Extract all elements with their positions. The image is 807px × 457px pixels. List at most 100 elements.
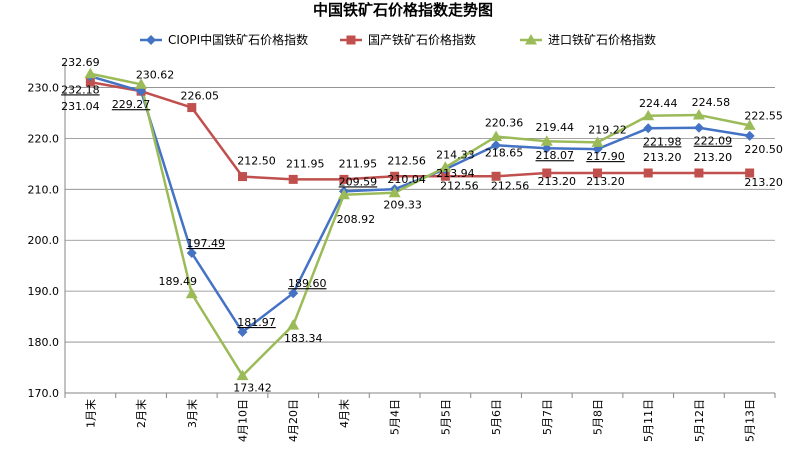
- series-1-point: [693, 122, 704, 133]
- legend: CIOPI中国铁矿石价格指数 国产铁矿石价格指数 进口铁矿石价格指数: [140, 32, 656, 47]
- series-3-point: [135, 78, 148, 89]
- x-tick-label: 5月5日: [439, 399, 452, 435]
- series-1-point: [288, 288, 299, 299]
- series-3-data-label: 224.58: [692, 96, 731, 109]
- series-2-data-label: 212.56: [491, 179, 530, 192]
- series-3-point: [490, 130, 503, 142]
- series-1-data-label: 229.27: [112, 98, 151, 111]
- series-2-data-label: 226.05: [181, 90, 220, 103]
- series-2-point: [187, 103, 197, 113]
- series-1-data-label: 210.04: [387, 173, 426, 186]
- series-2-data-label: 213.20: [744, 176, 783, 189]
- x-tick-label: 4月20日: [287, 399, 300, 442]
- series-2-point: [694, 168, 704, 178]
- series-3-data-label: 232.69: [61, 56, 100, 69]
- series-1-data-label: 221.98: [643, 135, 682, 148]
- series-2-data-label: 212.56: [387, 154, 426, 167]
- series-3-data-label: 224.44: [639, 97, 678, 110]
- series-2-data-label: 213.20: [694, 151, 733, 164]
- series-2-point: [745, 168, 755, 178]
- series-3-data-label: 214.33: [436, 148, 475, 161]
- series-3-point: [692, 109, 705, 120]
- legend-marker-3: [525, 34, 537, 45]
- x-tick-label: 5月12日: [693, 399, 706, 442]
- series-1-point: [643, 123, 654, 134]
- series-3-point: [84, 67, 97, 79]
- series-3-point: [743, 119, 756, 130]
- series-3-point: [236, 369, 249, 381]
- series-1-data-label: 181.97: [237, 316, 276, 329]
- series-3-point: [185, 287, 198, 299]
- legend-label-3: 进口铁矿石价格指数: [548, 32, 656, 47]
- series-1-data-label: 222.09: [694, 135, 733, 148]
- x-tick-label: 5月4日: [389, 399, 402, 435]
- series-3-point: [287, 319, 300, 330]
- series-2-data-label: 212.56: [440, 179, 479, 192]
- y-tick-label: 170.0: [28, 387, 60, 400]
- series-1-data-label: 189.60: [288, 277, 327, 290]
- y-tick-label: 220.0: [28, 132, 60, 145]
- x-tick-label: 5月11日: [642, 399, 655, 442]
- y-tick-label: 190.0: [28, 285, 60, 298]
- series-1-data-label: 232.18: [61, 83, 100, 96]
- series-2-data-label: 212.50: [237, 155, 276, 168]
- y-tick-label: 180.0: [28, 336, 60, 349]
- y-tick-label: 230.0: [28, 81, 60, 94]
- series-3-data-label: 209.33: [383, 199, 422, 212]
- series-2-point: [288, 174, 298, 184]
- series-1-data-label: 197.49: [187, 237, 226, 250]
- legend-marker-1: [146, 35, 156, 45]
- x-tick-label: 5月8日: [592, 399, 605, 435]
- legend-label-1: CIOPI中国铁矿石价格指数: [168, 32, 308, 47]
- series-3-data-label: 222.55: [744, 109, 783, 122]
- series-3-data-label: 183.34: [284, 332, 323, 345]
- x-tick-label: 5月7日: [541, 399, 554, 435]
- series-line-3: [90, 72, 750, 377]
- series-1-point: [491, 140, 502, 151]
- x-tick-label: 5月6日: [490, 399, 503, 435]
- series-1-data-label: 218.65: [485, 146, 524, 159]
- chart-title: 中国铁矿石价格指数走势图: [313, 1, 493, 19]
- series-2-point: [238, 172, 247, 182]
- series-2-data-label: 213.20: [538, 175, 577, 188]
- x-tick-label: 1月末: [83, 399, 97, 428]
- x-tick-label: 3月末: [185, 399, 199, 428]
- series-2-point: [440, 171, 450, 181]
- y-tick-label: 210.0: [28, 183, 60, 196]
- series-1-data-label: 218.07: [536, 149, 575, 162]
- x-tick-label: 4月10日: [237, 399, 250, 442]
- series-1-data-label: 209.59: [339, 175, 378, 188]
- series-3-data-label: 219.44: [536, 121, 575, 134]
- series-3-data-label: 230.62: [136, 68, 175, 81]
- series-2-point: [643, 168, 653, 178]
- series-1-point: [186, 248, 197, 259]
- series-1-point: [237, 327, 248, 338]
- series-1-point: [744, 130, 755, 141]
- series-2-point: [85, 77, 95, 87]
- x-tick-label: 2月末: [134, 399, 148, 428]
- legend-label-2: 国产铁矿石价格指数: [368, 32, 476, 47]
- series-1-data-label: 220.50: [744, 143, 783, 156]
- series-3-point: [540, 135, 553, 146]
- series-line-2: [90, 80, 750, 181]
- series-3-data-label: 208.92: [337, 213, 376, 226]
- plot-area: 170.0 180.0 190.0 200.0 210.0 220.0 230.0 1月末 2月…: [28, 56, 783, 442]
- series-3-point: [388, 186, 401, 198]
- series-2-point: [593, 168, 602, 178]
- series-3-data-label: 189.49: [159, 275, 198, 288]
- series-3-point: [591, 136, 604, 147]
- series-3-point: [642, 109, 655, 121]
- series-2-point: [390, 171, 400, 181]
- series-3-point: [337, 188, 350, 200]
- y-tick-label: 200.0: [28, 234, 60, 247]
- series-3-data-label: 220.36: [485, 117, 524, 130]
- series-2-data-label: 213.20: [643, 151, 682, 164]
- series-2-data-label: 211.95: [286, 157, 325, 170]
- series-2-data-label: 211.95: [339, 157, 378, 170]
- series-1-data-label: 217.90: [586, 150, 625, 163]
- series-3-data-label: 219.22: [588, 123, 627, 136]
- series-2-point: [542, 168, 552, 178]
- series-3-data-label: 173.42: [233, 382, 272, 395]
- series-2-data-label: 213.20: [586, 175, 625, 188]
